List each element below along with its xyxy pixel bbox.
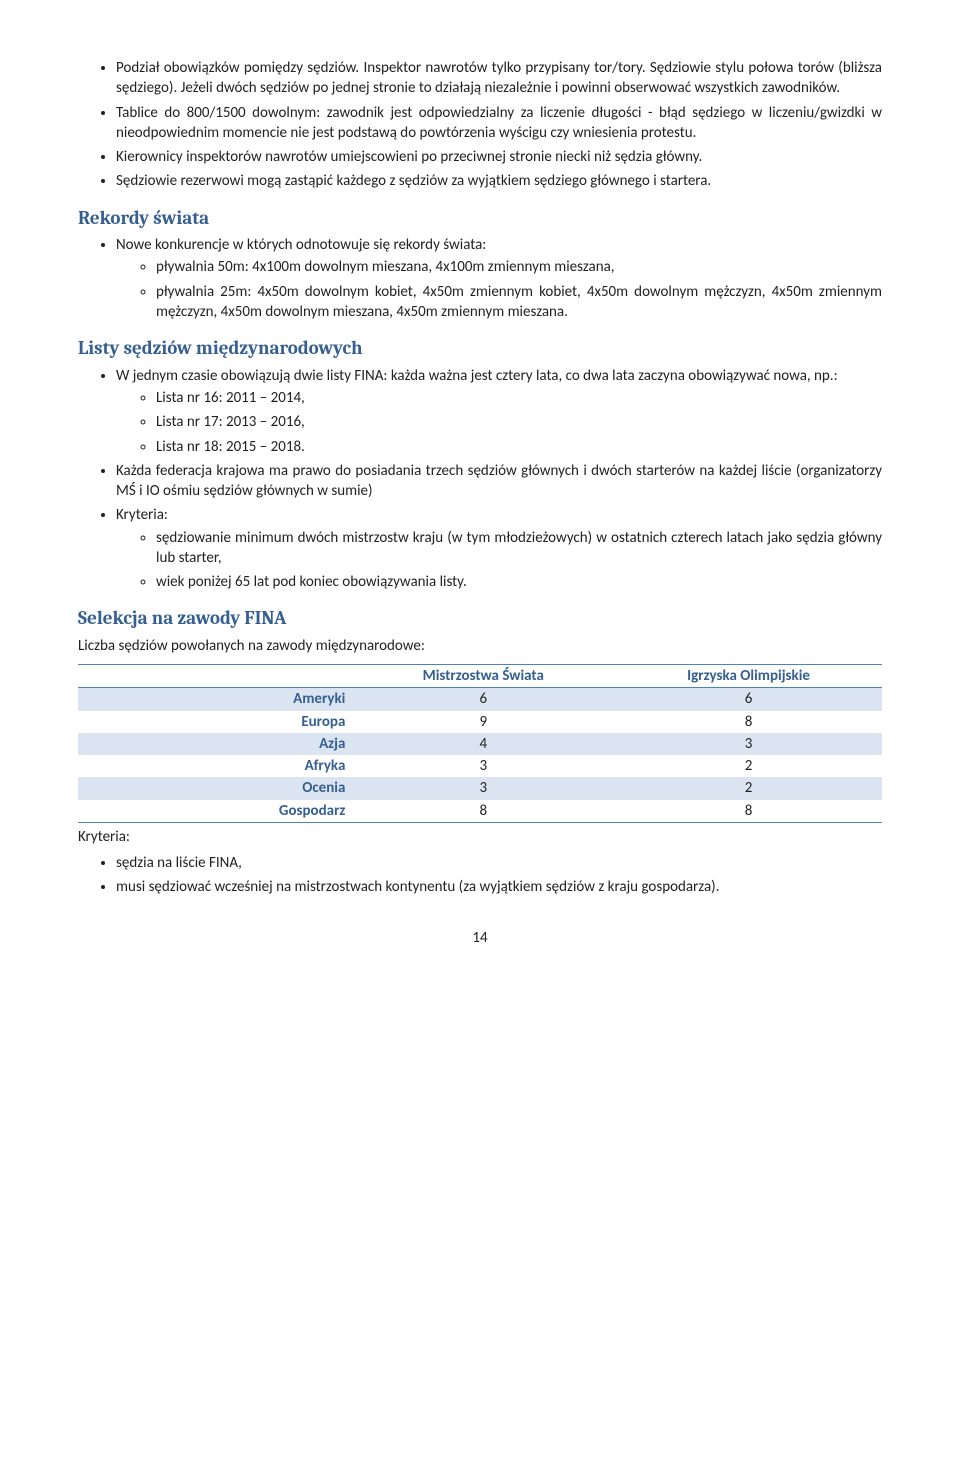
- page-number: 14: [78, 928, 882, 948]
- table-row: Ameryki66: [78, 688, 882, 711]
- table-cell-ms: 6: [351, 688, 615, 711]
- table-cell-io: 8: [615, 800, 882, 823]
- list-item: Kryteria: sędziowanie minimum dwóch mist…: [116, 505, 882, 592]
- table-cell-io: 2: [615, 755, 882, 777]
- sublist-item: Lista nr 18: 2015 – 2018.: [156, 437, 882, 457]
- rekordy-sublist: pływalnia 50m: 4x100m dowolnym mieszana,…: [116, 257, 882, 322]
- sublist-item: pływalnia 50m: 4x100m dowolnym mieszana,…: [156, 257, 882, 277]
- table-cell-region: Ocenia: [78, 777, 351, 799]
- list-item: Tablice do 800/1500 dowolnym: zawodnik j…: [116, 103, 882, 144]
- sublist-item: sędziowanie minimum dwóch mistrzostw kra…: [156, 528, 882, 569]
- table-cell-ms: 9: [351, 711, 615, 733]
- list-item: musi sędziować wcześniej na mistrzostwac…: [116, 877, 882, 897]
- kryteria-list: sędzia na liście FINA, musi sędziować wc…: [78, 853, 882, 898]
- table-cell-io: 3: [615, 733, 882, 755]
- list-item: sędzia na liście FINA,: [116, 853, 882, 873]
- table-row: Europa98: [78, 711, 882, 733]
- list-item-text: Nowe konkurencje w których odnotowuje si…: [116, 236, 486, 254]
- table-header-cell: Igrzyska Olimpijskie: [615, 665, 882, 688]
- sublist-item: wiek poniżej 65 lat pod koniec obowiązyw…: [156, 572, 882, 592]
- list-item: Każda federacja krajowa ma prawo do posi…: [116, 461, 882, 502]
- table-row: Gospodarz88: [78, 800, 882, 823]
- rekordy-list: Nowe konkurencje w których odnotowuje si…: [78, 235, 882, 322]
- sublist-item: Lista nr 16: 2011 – 2014,: [156, 388, 882, 408]
- table-header-cell: [78, 665, 351, 688]
- listy-sublist-2: sędziowanie minimum dwóch mistrzostw kra…: [116, 528, 882, 593]
- table-header-cell: Mistrzostwa Świata: [351, 665, 615, 688]
- listy-list: W jednym czasie obowiązują dwie listy FI…: [78, 366, 882, 593]
- list-item-text: W jednym czasie obowiązują dwie listy FI…: [116, 367, 838, 385]
- list-item: Nowe konkurencje w których odnotowuje si…: [116, 235, 882, 322]
- table-cell-ms: 8: [351, 800, 615, 823]
- table-cell-region: Gospodarz: [78, 800, 351, 823]
- table-cell-ms: 4: [351, 733, 615, 755]
- listy-sublist-1: Lista nr 16: 2011 – 2014, Lista nr 17: 2…: [116, 388, 882, 457]
- list-item: W jednym czasie obowiązują dwie listy FI…: [116, 366, 882, 457]
- sublist-item: Lista nr 17: 2013 – 2016,: [156, 412, 882, 432]
- table-cell-region: Azja: [78, 733, 351, 755]
- list-item: Podział obowiązków pomiędzy sędziów. Ins…: [116, 58, 882, 99]
- heading-selekcja: Selekcja na zawody FINA: [78, 606, 882, 632]
- list-item: Sędziowie rezerwowi mogą zastąpić każdeg…: [116, 171, 882, 191]
- heading-rekordy-swiata: Rekordy świata: [78, 206, 882, 232]
- selekcja-table: Mistrzostwa Świata Igrzyska Olimpijskie …: [78, 664, 882, 823]
- kryteria-label: Kryteria:: [78, 827, 882, 847]
- heading-listy-sedziow: Listy sędziów międzynarodowych: [78, 336, 882, 362]
- table-body: Ameryki66Europa98Azja43Afryka32Ocenia32G…: [78, 688, 882, 823]
- table-cell-ms: 3: [351, 755, 615, 777]
- table-cell-io: 6: [615, 688, 882, 711]
- table-cell-ms: 3: [351, 777, 615, 799]
- table-cell-region: Afryka: [78, 755, 351, 777]
- sublist-item: pływalnia 25m: 4x50m dowolnym kobiet, 4x…: [156, 282, 882, 323]
- table-cell-region: Europa: [78, 711, 351, 733]
- table-cell-io: 8: [615, 711, 882, 733]
- intro-bullet-list: Podział obowiązków pomiędzy sędziów. Ins…: [78, 58, 882, 192]
- selekcja-lead-text: Liczba sędziów powołanych na zawody międ…: [78, 636, 882, 656]
- list-item: Kierownicy inspektorów nawrotów umiejsco…: [116, 147, 882, 167]
- table-row: Ocenia32: [78, 777, 882, 799]
- table-row: Azja43: [78, 733, 882, 755]
- table-cell-region: Ameryki: [78, 688, 351, 711]
- table-row: Afryka32: [78, 755, 882, 777]
- table-cell-io: 2: [615, 777, 882, 799]
- list-item-text: Kryteria:: [116, 506, 168, 524]
- table-header-row: Mistrzostwa Świata Igrzyska Olimpijskie: [78, 665, 882, 688]
